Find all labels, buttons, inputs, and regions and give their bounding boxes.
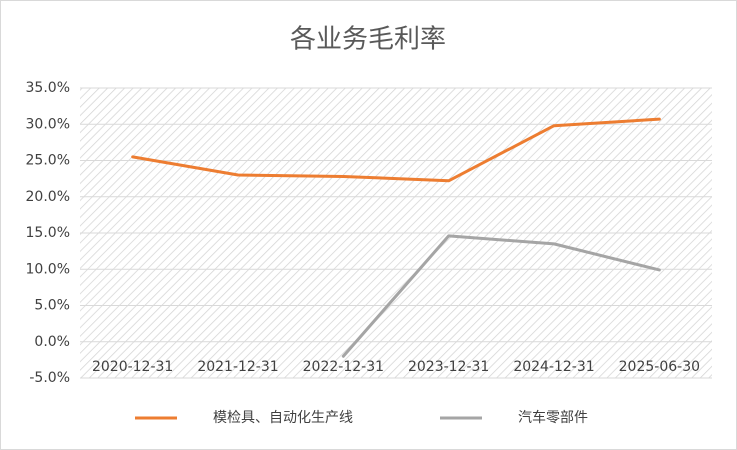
y-tick-label: 5.0% [34,298,70,314]
x-tick-label: 2020-12-31 [92,359,173,375]
legend-label: 模检具、自动化生产线 [213,410,353,426]
y-tick-label: 20.0% [26,189,70,205]
y-tick-label: 10.0% [26,261,70,277]
y-tick-label: 25.0% [26,153,70,169]
x-tick-label: 2021-12-31 [197,359,278,375]
y-tick-label: 0.0% [34,334,70,350]
legend-label: 汽车零部件 [518,409,588,426]
series-line [341,234,661,358]
x-tick-label: 2023-12-31 [408,359,489,375]
x-tick-label: 2025-06-30 [619,359,700,375]
y-tick-label: 15.0% [26,225,70,241]
y-tick-label: -5.0% [29,370,70,386]
x-tick-label: 2022-12-31 [303,359,384,375]
series-line [131,117,661,183]
x-tick-label: 2024-12-31 [513,359,594,375]
y-tick-label: 30.0% [26,116,70,132]
chart-title: 各业务毛利率 [290,25,446,55]
y-tick-label: 35.0% [26,80,70,96]
